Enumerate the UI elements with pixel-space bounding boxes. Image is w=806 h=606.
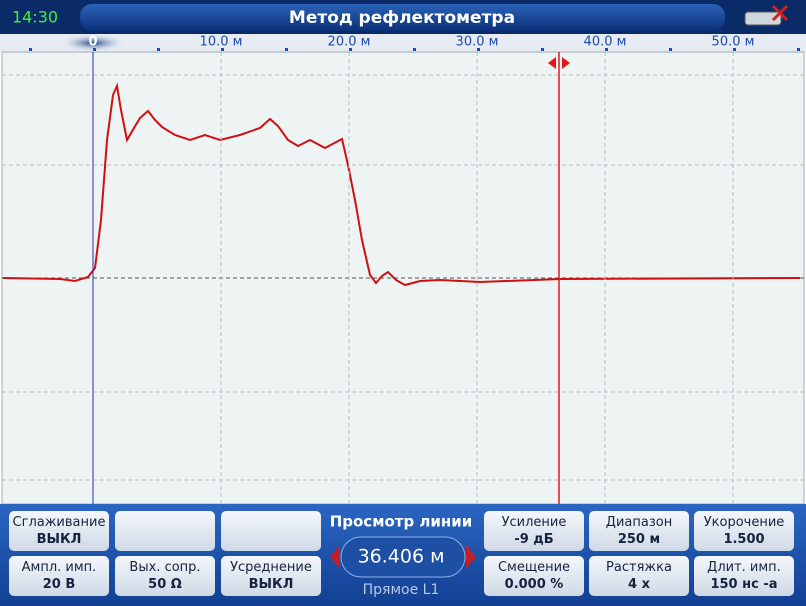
battery-icon[interactable] — [744, 4, 789, 26]
setting-button[interactable]: Укорочение 1.500 — [694, 511, 794, 551]
button-label: Вых. сопр. — [129, 560, 201, 575]
scale-dot — [157, 48, 160, 51]
setting-button[interactable]: Вых. сопр. 50 Ω — [115, 556, 215, 596]
scale-label: 50.0 м — [712, 35, 755, 50]
cursor-value: 36.406 м — [358, 546, 445, 568]
prev-arrow[interactable] — [330, 545, 340, 569]
setting-button[interactable]: Длит. имп. 150 нс -а — [694, 556, 794, 596]
button-value: 0.000 % — [504, 577, 564, 592]
button-value: 4 х — [628, 577, 650, 592]
button-value: 250 м — [617, 532, 661, 547]
cursor-handle — [547, 57, 570, 69]
button-label: Укорочение — [703, 515, 785, 530]
scale-dot — [797, 48, 800, 51]
setting-button[interactable]: Диапазон 250 м — [589, 511, 689, 551]
title: Метод рефлектометра — [289, 8, 515, 28]
scale-label: 10.0 м — [200, 35, 243, 50]
scale-label: 30.0 м — [456, 35, 499, 50]
setting-button[interactable]: Усреднение ВЫКЛ — [221, 556, 321, 596]
setting-button[interactable]: Усиление -9 дБ — [484, 511, 584, 551]
panel-title: Просмотр линии — [330, 513, 473, 531]
scale-dot — [349, 48, 352, 51]
button-label: Длит. имп. — [707, 560, 781, 575]
mode: Прямое L1 — [363, 582, 440, 598]
next-arrow[interactable] — [466, 545, 476, 569]
title-bar — [80, 4, 725, 31]
button-value: -9 дБ — [514, 532, 554, 547]
button-value: 50 Ω — [148, 577, 182, 592]
scale-dot — [541, 48, 544, 51]
button-label: Ампл. имп. — [21, 560, 97, 575]
scale-label: 40.0 м — [584, 35, 627, 50]
scale-label: 0 — [88, 35, 97, 50]
scale-dot — [477, 48, 480, 51]
scale-dot — [221, 48, 224, 51]
button-label: Усреднение — [230, 560, 312, 575]
scale-dot — [669, 48, 672, 51]
scale-dot — [605, 48, 608, 51]
button-label: Сглаживание — [12, 515, 106, 530]
setting-button[interactable]: Смещение 0.000 % — [484, 556, 584, 596]
setting-button[interactable]: Растяжка 4 х — [589, 556, 689, 596]
scale-label: 20.0 м — [328, 35, 371, 50]
button-label: Растяжка — [606, 560, 672, 575]
button-label: Усиление — [501, 515, 567, 530]
button-value: ВЫКЛ — [36, 532, 82, 547]
empty-button[interactable] — [221, 511, 321, 551]
zero-glow — [60, 34, 126, 52]
scale-dot — [93, 48, 96, 51]
scale-dot — [29, 48, 32, 51]
scale-dot — [413, 48, 416, 51]
trace — [2, 82, 801, 287]
button-value: 1.500 — [723, 532, 765, 547]
button-label: Диапазон — [605, 515, 673, 530]
button-value: 150 нс -а — [710, 577, 778, 592]
button-label: Смещение — [497, 560, 571, 575]
value-pill — [340, 536, 466, 578]
time: 14:30 — [12, 8, 58, 27]
scale-dot — [285, 48, 288, 51]
setting-button[interactable]: Сглаживание ВЫКЛ — [9, 511, 109, 551]
scale-dot — [733, 48, 736, 51]
setting-button[interactable]: Ампл. имп. 20 В — [9, 556, 109, 596]
scale-bg — [0, 34, 806, 52]
button-value: ВЫКЛ — [248, 577, 294, 592]
grid — [2, 74, 804, 481]
empty-button[interactable] — [115, 511, 215, 551]
button-value: 20 В — [42, 577, 76, 592]
